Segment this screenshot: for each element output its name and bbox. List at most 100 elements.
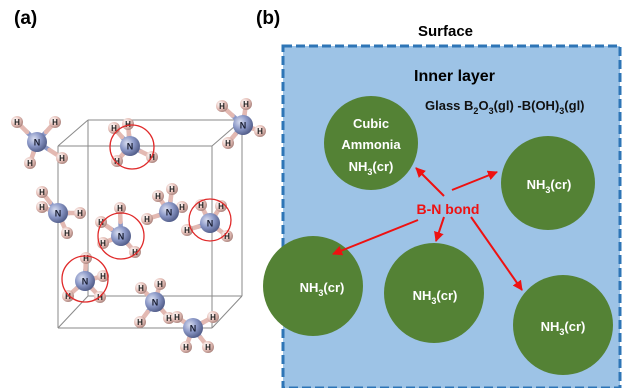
hydrogen-label: H xyxy=(257,127,263,136)
panel-b-label: (b) xyxy=(256,8,280,29)
hydrogen-label: H xyxy=(218,202,224,211)
highlight-ring xyxy=(188,198,232,242)
hydrogen-atom xyxy=(215,200,227,212)
hydrogen-atom xyxy=(141,213,153,225)
hydrogen-label: H xyxy=(77,209,83,218)
inner-layer-label: Inner layer xyxy=(414,68,495,85)
hydrogen-label: H xyxy=(65,292,71,301)
nh3-label: NH3(cr) xyxy=(527,177,572,195)
bond-arrow xyxy=(470,216,523,291)
ammonia-molecule: H H H H N xyxy=(11,116,68,169)
hydrogen-atom xyxy=(114,202,126,214)
hydrogen-label: H xyxy=(125,120,131,129)
grains xyxy=(263,96,613,375)
hydrogen-atom xyxy=(216,100,228,112)
nitrogen-atom xyxy=(233,115,253,135)
nh3-grain xyxy=(501,136,595,230)
nitrogen-atom xyxy=(48,203,68,223)
bond-arrows xyxy=(332,167,523,291)
hydrogen-atom xyxy=(166,183,178,195)
hydrogen-label: H xyxy=(205,343,211,352)
cubic-label-line1: Cubic xyxy=(353,116,389,131)
hydrogen-label: H xyxy=(225,139,231,148)
hydrogen-label: H xyxy=(184,226,190,235)
nh3-label: NH3(cr) xyxy=(541,319,586,337)
nitrogen-label: N xyxy=(190,324,197,334)
hydrogen-atom xyxy=(111,155,123,167)
nitrogen-label: N xyxy=(207,219,214,229)
nitrogen-atom xyxy=(183,318,203,338)
bond-label: B-N bond xyxy=(417,201,480,217)
nh3-label: NH3(cr) xyxy=(413,288,458,306)
glass-label: Glass B2O3(gl) -B(OH)3(gl) xyxy=(425,98,585,116)
nitrogen-label: N xyxy=(118,232,125,242)
hydrogen-label: H xyxy=(219,102,225,111)
hydrogen-label: H xyxy=(179,203,185,212)
nitrogen-label: N xyxy=(34,138,41,148)
hydrogen-label: H xyxy=(64,229,70,238)
hydrogen-label: H xyxy=(39,188,45,197)
hydrogen-atom xyxy=(80,252,92,264)
hydrogen-label: H xyxy=(14,118,20,127)
hydrogen-label: H xyxy=(27,159,33,168)
hydrogen-atom xyxy=(36,201,48,213)
hydrogen-label: H xyxy=(174,313,180,322)
hydrogen-label: H xyxy=(155,192,161,201)
hydrogen-label: H xyxy=(183,343,189,352)
hydrogen-atom xyxy=(11,116,23,128)
nh3-grain xyxy=(513,275,613,375)
highlight-ring xyxy=(61,255,109,303)
hydrogen-atom xyxy=(254,125,266,137)
nh3-grain xyxy=(263,236,363,336)
hydrogen-atom xyxy=(56,152,68,164)
hydrogen-atom xyxy=(176,201,188,213)
hydrogen-label: H xyxy=(52,118,58,127)
hydrogen-atom xyxy=(49,116,61,128)
hydrogen-atom xyxy=(240,98,252,110)
hydrogen-label: H xyxy=(59,154,65,163)
nitrogen-atom xyxy=(111,226,131,246)
hydrogen-atom xyxy=(134,316,146,328)
hydrogen-atom xyxy=(95,216,107,228)
hydrogen-atom xyxy=(135,282,147,294)
hydrogen-label: H xyxy=(137,318,143,327)
highlight-rings xyxy=(61,124,232,303)
hydrogen-atom xyxy=(61,227,73,239)
bond-arrow xyxy=(434,216,445,242)
hydrogen-label: H xyxy=(210,313,216,322)
hydrogen-label: H xyxy=(138,284,144,293)
panel-a-label: (a) xyxy=(14,8,37,29)
panel-b: (b) Surface Inner layer Glass B2O3(gl) -… xyxy=(256,8,622,388)
hydrogen-atom xyxy=(202,341,214,353)
hydrogen-label: H xyxy=(114,157,120,166)
nitrogen-atom xyxy=(120,136,140,156)
surface-label: Surface xyxy=(418,23,473,40)
nitrogen-atom xyxy=(75,271,95,291)
hydrogen-label: H xyxy=(169,185,175,194)
nitrogen-atom xyxy=(27,132,47,152)
hydrogen-label: H xyxy=(100,272,106,281)
hydrogen-atom xyxy=(62,290,74,302)
hydrogen-atom xyxy=(154,278,166,290)
hydrogen-atom xyxy=(221,230,233,242)
nitrogen-atom xyxy=(159,202,179,222)
hydrogen-label: H xyxy=(224,232,230,241)
nitrogen-label: N xyxy=(152,298,159,308)
hydrogen-atom xyxy=(207,311,219,323)
hydrogen-label: H xyxy=(100,239,106,248)
hydrogen-label: H xyxy=(132,248,138,257)
hydrogen-label: H xyxy=(97,293,103,302)
nh3-label: NH3(cr) xyxy=(349,159,394,177)
hydrogen-label: H xyxy=(111,124,117,133)
hydrogen-atom xyxy=(129,246,141,258)
nitrogen-label: N xyxy=(55,209,62,219)
bond-arrow xyxy=(451,170,498,191)
